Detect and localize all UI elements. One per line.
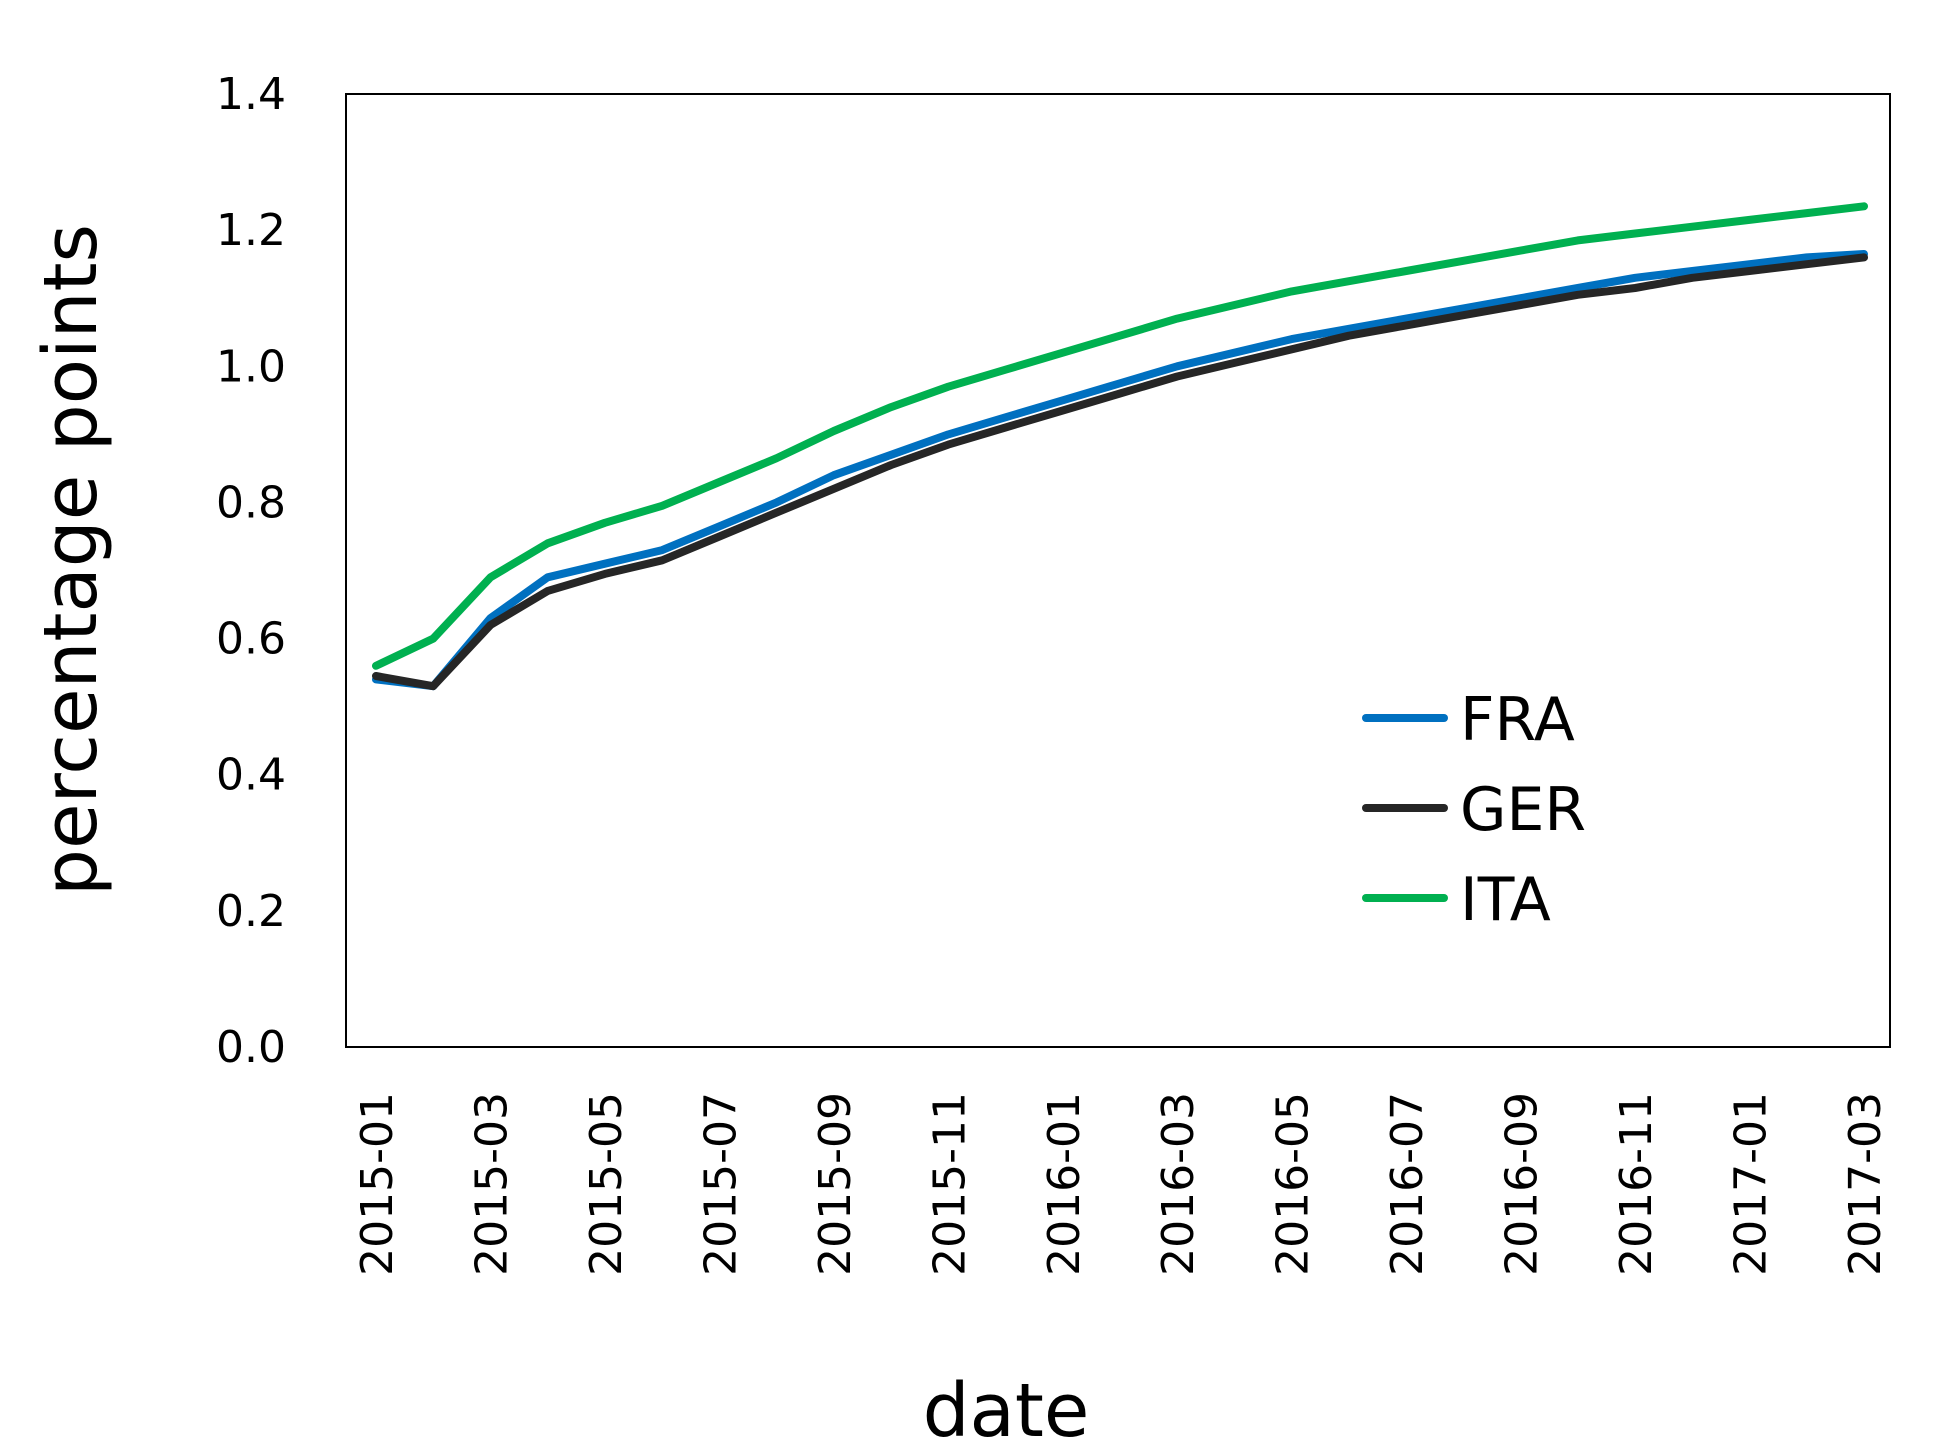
series-lines <box>372 202 1868 691</box>
series-line-ita <box>372 202 1868 670</box>
y-tick-label: 0.8 <box>216 477 286 528</box>
x-axis-ticks: 2015-01 2015-03 2015-05 2015-07 2015-09 2015-… <box>352 1092 1891 1276</box>
legend-label-fra: FRA <box>1460 685 1575 755</box>
legend-label-ita: ITA <box>1460 865 1551 935</box>
y-tick-label: 1.4 <box>216 69 286 120</box>
x-tick-label: 2015-05 <box>581 1092 632 1276</box>
y-tick-label: 0.6 <box>216 614 286 665</box>
y-axis-ticks: 0.0 0.2 0.4 0.6 0.8 1.0 1.2 1.4 <box>216 69 286 1073</box>
y-tick-label: 0.4 <box>216 750 286 801</box>
x-tick-label: 2015-07 <box>695 1092 746 1276</box>
legend: FRA GER ITA <box>1362 685 1586 935</box>
x-tick-label: 2016-09 <box>1497 1092 1548 1276</box>
x-tick-label: 2016-11 <box>1611 1092 1662 1276</box>
y-tick-label: 0.0 <box>216 1022 286 1073</box>
y-tick-label: 0.2 <box>216 886 286 937</box>
x-tick-label: 2016-07 <box>1382 1092 1433 1276</box>
x-tick-label: 2015-09 <box>810 1092 861 1276</box>
x-tick-label: 2015-01 <box>352 1092 403 1276</box>
series-line-ger <box>372 253 1868 691</box>
x-tick-label: 2015-03 <box>466 1092 517 1276</box>
x-tick-label: 2017-03 <box>1840 1092 1891 1276</box>
x-axis-title: date <box>923 1368 1090 1452</box>
legend-label-ger: GER <box>1460 775 1586 845</box>
x-tick-label: 2016-03 <box>1153 1092 1204 1276</box>
y-tick-label: 1.0 <box>216 341 286 392</box>
y-axis-title: percentage points <box>28 224 114 896</box>
y-tick-label: 1.2 <box>216 205 286 256</box>
x-tick-label: 2016-01 <box>1039 1092 1090 1276</box>
x-tick-label: 2016-05 <box>1268 1092 1319 1276</box>
x-tick-label: 2017-01 <box>1726 1092 1777 1276</box>
x-tick-label: 2015-11 <box>924 1092 975 1276</box>
series-line-fra <box>372 250 1868 691</box>
